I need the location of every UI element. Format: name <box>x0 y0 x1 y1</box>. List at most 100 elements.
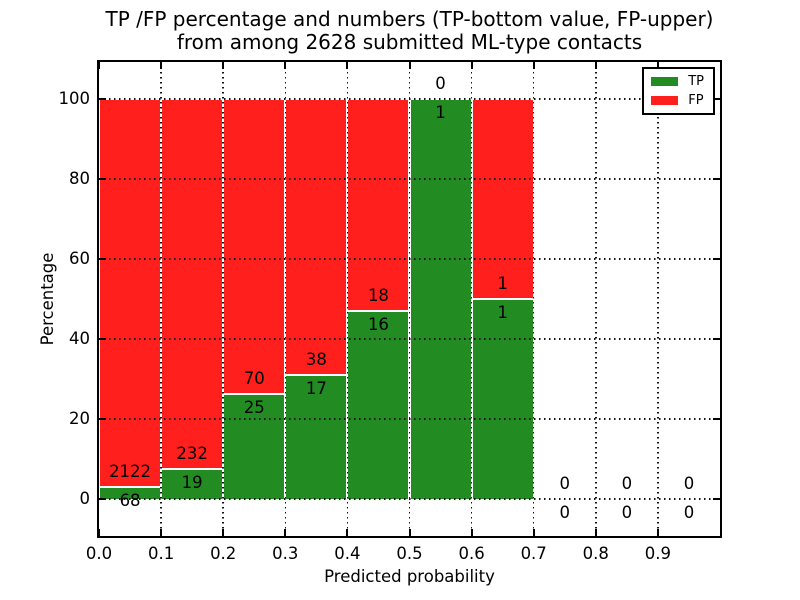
y-tick-mark <box>99 418 106 420</box>
x-axis-label: Predicted probability <box>324 567 495 586</box>
x-tick-mark <box>222 529 225 536</box>
gridline-vertical <box>408 62 411 536</box>
x-tick-mark <box>160 529 163 536</box>
legend-label-fp: FP <box>688 93 704 108</box>
x-tick-mark-top <box>532 62 535 69</box>
y-tick-label: 40 <box>69 329 90 348</box>
annotation-tp-count: 1 <box>435 103 446 122</box>
x-tick-mark <box>408 529 411 536</box>
legend-swatch-fp <box>651 96 679 105</box>
annotation-fp-count: 232 <box>176 443 208 463</box>
gridline-vertical <box>160 62 162 536</box>
y-tick-label: 80 <box>69 169 90 188</box>
y-tick-mark-right <box>713 98 720 100</box>
bar-segment-tp <box>223 393 286 499</box>
bar-segment-fp <box>285 99 348 376</box>
y-tick-mark <box>99 498 106 500</box>
gridline-vertical <box>284 62 287 536</box>
annotation-tp-count: 0 <box>559 503 571 522</box>
annotation-fp-count: 70 <box>243 368 265 388</box>
x-tick-mark-top <box>656 62 659 69</box>
annotation-fp-count: 0 <box>559 474 571 493</box>
y-tick-label: 0 <box>79 489 91 508</box>
x-tick-mark <box>594 529 597 536</box>
bar-segment-tp <box>409 99 472 499</box>
annotation-tp-count: 1 <box>497 303 508 322</box>
x-tick-mark-top <box>408 62 411 69</box>
gridline-vertical <box>657 62 659 536</box>
y-tick-mark-right <box>713 178 720 180</box>
gridline-vertical <box>346 62 349 536</box>
x-tick-mark <box>98 529 100 536</box>
annotation-fp-count: 0 <box>621 474 633 493</box>
annotation-tp-count: 25 <box>243 397 265 417</box>
gridline-vertical <box>532 62 535 536</box>
annotation-tp-count: 68 <box>119 490 141 510</box>
annotation-fp-count: 18 <box>367 285 389 305</box>
x-tick-mark <box>532 529 535 536</box>
y-axis-label: Percentage <box>38 252 57 346</box>
x-tick-mark-top <box>284 62 287 69</box>
x-tick-mark-top <box>470 62 473 69</box>
y-tick-label: 60 <box>69 249 90 268</box>
x-tick-label: 0.7 <box>520 544 547 563</box>
y-tick-mark-right <box>713 498 720 500</box>
legend-item: TP <box>651 75 704 88</box>
chart-title: TP /FP percentage and numbers (TP-bottom… <box>99 8 720 54</box>
bar-segment-fp <box>223 99 286 394</box>
bar-segment-fp <box>471 99 534 299</box>
annotation-fp-count: 38 <box>305 350 327 370</box>
y-tick-label: 100 <box>58 89 91 108</box>
y-tick-mark-right <box>713 338 720 340</box>
x-tick-label: 0.3 <box>272 544 299 563</box>
x-tick-mark-top <box>594 62 597 69</box>
y-tick-label: 20 <box>69 409 90 428</box>
y-tick-mark <box>99 98 106 100</box>
chart-title-line1: TP /FP percentage and numbers (TP-bottom… <box>105 7 714 31</box>
bar-segment-tp <box>347 310 410 499</box>
bar-segment-fp <box>347 99 410 311</box>
annotation-tp-count: 19 <box>181 472 203 492</box>
x-tick-mark <box>284 529 287 536</box>
x-tick-mark-top <box>346 62 349 69</box>
x-tick-mark-top <box>160 62 163 69</box>
legend-swatch-tp <box>651 77 679 86</box>
x-tick-label: 0.4 <box>334 544 361 563</box>
x-tick-label: 0.5 <box>396 544 423 563</box>
gridline-vertical <box>595 62 597 536</box>
x-tick-label: 0.0 <box>85 544 113 563</box>
y-tick-mark <box>99 178 106 180</box>
gridline-vertical <box>222 62 224 536</box>
annotation-tp-count: 0 <box>621 503 633 522</box>
y-tick-mark <box>99 338 106 340</box>
gridline-vertical <box>470 62 473 536</box>
x-tick-mark <box>470 529 473 536</box>
annotation-fp-count: 0 <box>683 474 695 493</box>
y-tick-mark-right <box>713 258 720 260</box>
legend-item: FP <box>651 94 704 107</box>
annotation-fp-count: 1 <box>497 274 508 293</box>
annotation-tp-count: 17 <box>305 379 327 399</box>
x-tick-mark-top <box>222 62 225 69</box>
x-tick-label: 0.6 <box>458 544 485 563</box>
legend: TP FP <box>642 67 715 115</box>
x-tick-label: 0.1 <box>147 544 175 563</box>
plot-area: TP FP 2122 68 232 19 70 25 38 17 18 16 0 1 1 1 0 0 0 0 0 0 <box>97 60 722 538</box>
bar-segment-fp <box>99 99 162 487</box>
chart-title-line2: from among 2628 submitted ML-type contac… <box>176 30 643 54</box>
bar-segment-tp <box>471 299 534 499</box>
x-tick-mark <box>346 529 349 536</box>
annotation-tp-count: 16 <box>367 314 389 334</box>
annotation-fp-count: 0 <box>435 74 446 93</box>
x-tick-label: 0.8 <box>582 544 609 563</box>
x-tick-label: 0.9 <box>644 544 672 563</box>
y-tick-mark-right <box>713 418 720 420</box>
annotation-fp-count: 2122 <box>109 461 152 481</box>
y-tick-mark <box>99 258 106 260</box>
x-tick-label: 0.2 <box>210 544 237 563</box>
x-tick-mark-top <box>98 62 100 69</box>
legend-label-tp: TP <box>688 74 704 89</box>
annotation-tp-count: 0 <box>683 503 695 522</box>
x-tick-mark <box>656 529 659 536</box>
